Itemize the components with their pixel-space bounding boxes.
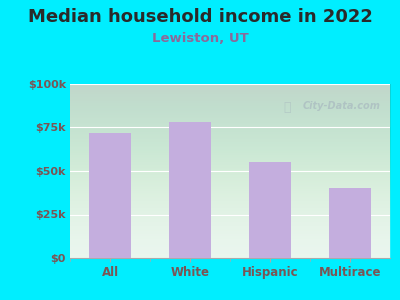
Bar (249, 162, 291, 258)
Bar (169, 122, 211, 258)
Text: ⌕: ⌕ (284, 101, 291, 114)
Text: City-Data.com: City-Data.com (302, 101, 380, 111)
Bar (89, 133, 131, 258)
Text: Lewiston, UT: Lewiston, UT (152, 32, 248, 44)
Text: Median household income in 2022: Median household income in 2022 (28, 8, 372, 26)
Bar (329, 188, 371, 258)
